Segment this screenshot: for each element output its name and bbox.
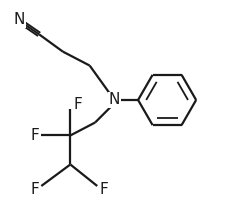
Text: F: F (100, 182, 109, 197)
Text: N: N (109, 92, 120, 108)
Text: F: F (30, 182, 39, 197)
Text: F: F (30, 128, 39, 143)
Text: N: N (13, 12, 25, 27)
Text: F: F (73, 97, 82, 112)
